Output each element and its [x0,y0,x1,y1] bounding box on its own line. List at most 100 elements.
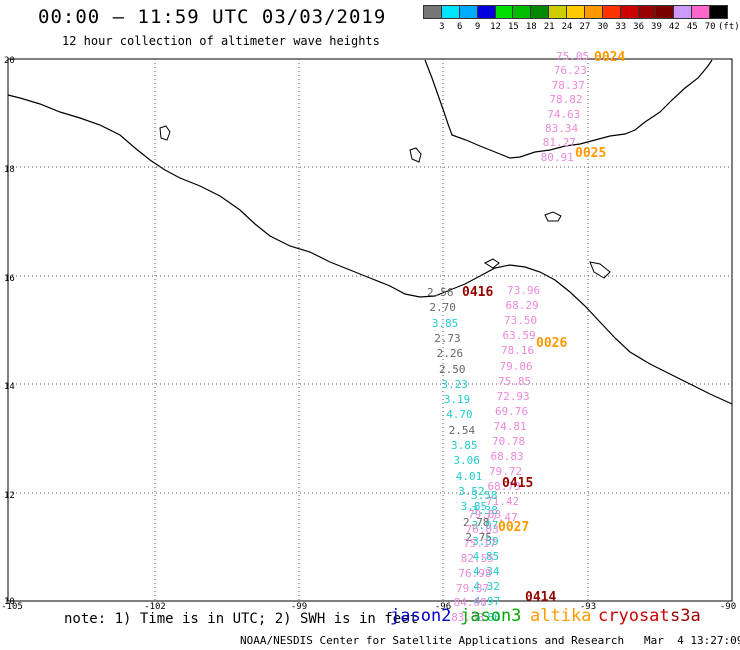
swh-value: 3.85 [431,316,459,330]
map-frame [7,58,733,602]
swh-value: 75.05 [556,50,590,63]
legend-entry-jason2: jason2 [390,606,452,626]
color-scale-bar [423,5,728,19]
swh-value: 76.98 [458,566,492,580]
longitude-label: -105 [1,602,23,612]
color-scale-label: 15 [507,22,519,32]
island-2 [409,147,422,163]
longitude-label: -90 [719,602,737,612]
color-scale-label: 27 [579,22,591,32]
color-scale-label: 12 [490,22,501,32]
footer-credit: NOAA/NESDIS Center for Satellite Applica… [240,634,740,647]
time-label: 0025 [575,146,607,161]
swh-value: 68.73 [487,480,521,494]
swh-value: 5.86 [474,610,501,624]
color-scale-label: 33 [615,22,627,32]
longitude-label: -102 [144,602,166,612]
swh-value: 79.72 [489,465,523,479]
color-scale-label: 9 [474,22,481,32]
swh-value: 2.70 [429,301,456,315]
swh-value: 77.47 [484,510,518,524]
swh-value: 4.34 [473,565,500,578]
swh-value: 83.34 [545,122,579,135]
color-scale-label: 70 [704,22,716,32]
time-label: 0415 [502,476,534,491]
swh-value: 63.59 [502,329,536,343]
longitude-label: -93 [579,602,597,612]
swh-value: 78.16 [501,344,535,358]
page-title: 00:00 – 11:59 UTC 03/03/2019 [38,6,387,28]
swh-value: 79.06 [499,359,533,373]
swh-value: 3.23 [441,377,468,391]
swh-value: 4.70 [446,408,473,422]
swh-value: 68.83 [490,450,524,464]
latitude-label: 12 [4,491,15,501]
swh-value: 73.96 [507,284,541,297]
swh-value: 69.76 [495,404,529,418]
swh-value: 74.63 [547,107,581,121]
color-scale-unit: (ft) [718,22,740,32]
swh-value: 3.52 [458,484,485,498]
swh-value: 3.07 [471,519,499,533]
swh-value: 3.38 [471,504,498,518]
latitude-label: 16 [4,274,15,284]
latitude-label: 18 [4,165,15,175]
swh-value: 4.97 [473,595,501,609]
latitude-label: 14 [4,382,15,392]
swh-value: 4.01 [455,469,483,483]
legend-entry-s3a: s3a [670,606,701,626]
swh-value: 68.29 [505,299,539,313]
legend-entry-jason3: jason3 [460,606,522,626]
color-scale-label: 24 [561,22,573,32]
swh-value: 4.32 [473,580,500,594]
latitude-label: 20 [4,56,15,66]
swh-value: 3.85 [451,439,478,452]
swh-value: 71.42 [486,495,520,509]
legend-entry-cryosat: cryosat [598,606,670,626]
swh-value: 74.81 [493,419,527,433]
footer-note: note: 1) Time is in UTC; 2) SWH is in fe… [64,611,419,627]
time-label: 0416 [462,285,494,300]
swh-value: 2.56 [427,286,454,299]
swh-value: 76.03 [465,522,499,536]
swh-value: 3.85 [460,500,488,514]
swh-value: 4.85 [472,549,500,563]
page-subtitle: 12 hour collection of altimeter wave hei… [62,34,380,48]
swh-value: 79.03 [468,508,502,521]
swh-value: 72.93 [496,389,530,403]
island-5 [483,258,500,269]
color-scale-label: 3 [439,22,445,32]
swh-value: 2.50 [439,362,466,376]
swh-value: 3.59 [472,534,499,548]
swh-value: 3.06 [453,454,480,468]
swh-value: 73.50 [504,314,538,328]
color-scale-label: 42 [668,22,680,32]
color-scale-swatch [709,5,728,19]
swh-value: 79.37 [456,581,490,595]
swh-value: 2.75 [465,530,492,544]
longitude-label: -96 [434,602,452,612]
time-label: 0027 [498,520,530,535]
swh-value: 83.33 [451,610,485,624]
longitude-label: -99 [290,602,308,612]
swh-value: 75.17 [463,537,497,551]
color-scale-label: 6 [457,22,463,32]
time-label: 0414 [525,590,557,605]
island-3 [544,211,562,222]
time-label: 0024 [594,50,626,65]
swh-value: 2.54 [448,423,476,437]
graticule [8,59,732,601]
swh-value: 78.37 [551,78,585,92]
island-1 [159,125,171,141]
color-scale-label: 30 [597,22,609,32]
time-label: 0026 [536,336,568,351]
color-scale-label: 36 [633,22,644,32]
gulf-coastline [424,59,713,159]
mexico-coastline [7,94,733,405]
latitude-label: 10 [4,597,15,607]
swh-value: 2.73 [434,331,461,345]
swh-value: 80.91 [540,150,574,164]
swh-value: 78.82 [549,93,583,107]
